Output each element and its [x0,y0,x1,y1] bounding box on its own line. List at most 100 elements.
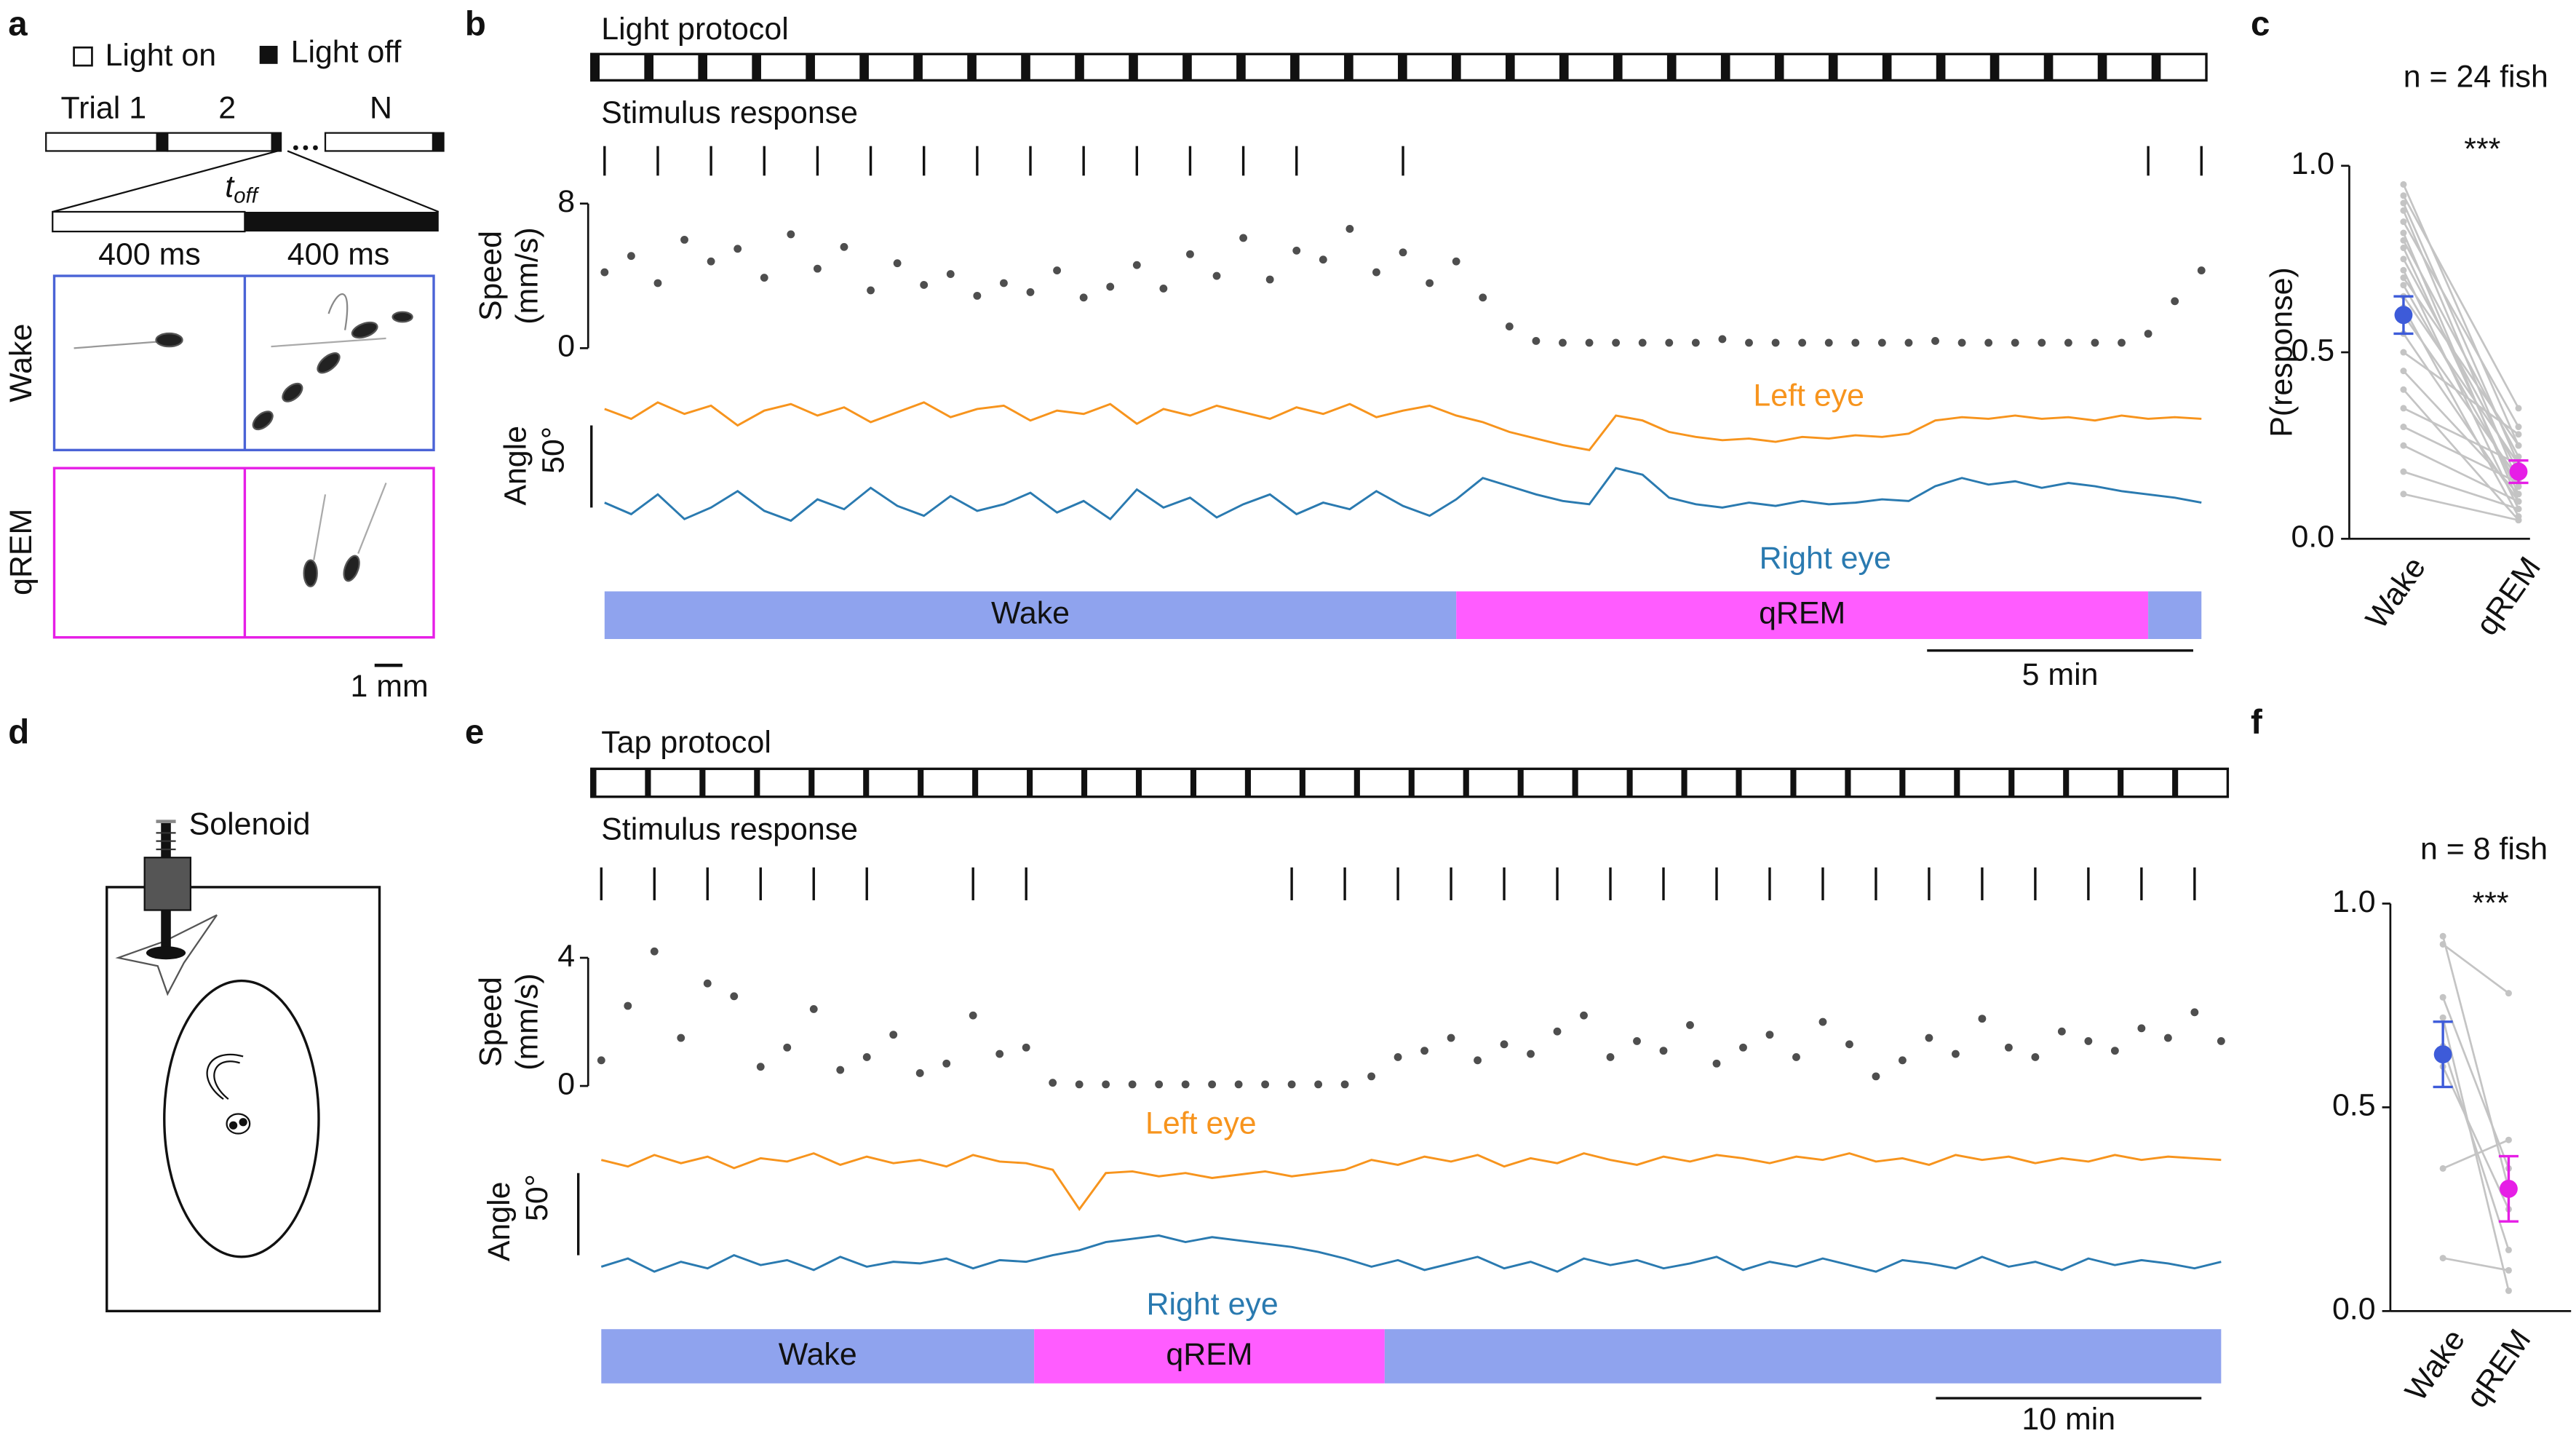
speed-dot [1553,1027,1562,1036]
eye-trace [600,1152,2222,1211]
fish-drawings [73,293,413,587]
state-label: qREM [1166,1337,1252,1372]
y-axis-label: P(response) [2264,267,2299,437]
protocol-off [1791,769,1797,797]
eye-label: Left eye [1145,1106,1257,1141]
eye-label: Left eye [1753,378,1864,413]
protocol-off [2045,54,2054,81]
speed-dot [1212,271,1221,280]
speed-dot [730,992,739,1001]
speed-label: (mm/s) [509,227,544,324]
speed-dot [2031,1053,2040,1061]
speed-dot [1532,337,1541,345]
fish-point [2439,1165,2446,1172]
fish-point [2400,282,2407,289]
x-tick-label: qREM [2469,551,2548,642]
protocol-off [1082,769,1088,797]
protocol-off [1937,54,1946,81]
speed-dot [1372,268,1380,277]
protocol-title: Light protocol [601,12,788,47]
pair-line [2442,943,2510,994]
panel-letter: e [465,713,484,751]
eye-trace [604,467,2202,523]
speed-dot [969,1011,977,1020]
fish-point [2505,990,2512,997]
trial-bar [45,132,169,152]
protocol-off [1183,54,1192,81]
protocol-off [1300,769,1305,797]
protocol-off [645,769,651,797]
legend-label: Light on [105,38,216,73]
speed-dot [1792,1053,1800,1061]
speed-dot [1155,1080,1164,1089]
speed-dot [624,1001,632,1010]
pair-line [2403,426,2519,484]
speed-dot [942,1059,951,1068]
speed-dot [1505,322,1514,331]
eye-label: Right eye [1760,541,1891,576]
speed-dot [973,291,982,300]
speed-dot [813,264,822,273]
speed-dot [2004,1043,2013,1052]
protocol-off [2173,769,2179,797]
pair-line [2402,295,2520,465]
panel-letter: b [465,4,486,43]
fish-point [2400,468,2407,475]
y-tick-label: 0 [557,1066,575,1101]
protocol-off [591,769,597,797]
on-bar [52,210,246,233]
protocol-off [1614,54,1623,81]
speed-dot [650,947,659,956]
speed-dot [1261,1080,1270,1089]
fish-tail [206,1053,244,1100]
protocol-off [1191,769,1197,797]
fish-point [2400,237,2407,244]
fish-point [2439,1014,2446,1021]
y-tick-label: 1.0 [2291,146,2335,181]
plunger [146,946,186,960]
y-tick-label: 0.0 [2291,520,2335,555]
pair-line [2402,195,2520,409]
fish-point [2439,1255,2446,1262]
protocol-off [755,769,760,797]
speed-dot [1771,338,1780,347]
protocol-off [699,54,707,81]
speed-dot [1585,338,1594,347]
protocol-off [1845,769,1851,797]
speed-dot [680,235,688,244]
legend-swatch [73,46,93,67]
speed-dot [2144,330,2152,338]
protocol-off [2152,54,2161,81]
speed-dot [995,1050,1004,1058]
fish-point [2515,453,2522,461]
pair-line [2402,183,2520,446]
speed-dot [2057,1027,2066,1036]
protocol-off [1627,769,1633,797]
condition-label: qREM [4,509,39,595]
protocol-off [1991,54,2000,81]
speed-dot [1026,287,1035,296]
fish-point [2400,274,2407,282]
state-band [604,591,1457,639]
ellipsis [293,145,298,151]
protocol-off [918,769,924,797]
state-label: Wake [779,1337,857,1372]
fish-point [2400,349,2407,356]
pair-line [2441,935,2510,1189]
speed-dot [915,1069,924,1077]
speed-dot [1718,335,1727,344]
protocol-off [1829,54,1838,81]
protocol-off [1682,769,1687,797]
ellipsis [303,145,309,151]
angle-scale-label: 50° [520,1174,554,1221]
speed-dot [893,259,902,268]
speed-dot [1292,246,1301,255]
zoom-line [52,150,278,213]
trial-bar [324,132,445,152]
y-tick-label: 0 [557,329,575,364]
condition-label: Wake [4,324,39,402]
y-tick-label: 0.0 [2332,1292,2376,1327]
fish-point [2400,255,2407,263]
y-tick-label: 1.0 [2332,884,2376,919]
pair-line [2442,1138,2509,1170]
